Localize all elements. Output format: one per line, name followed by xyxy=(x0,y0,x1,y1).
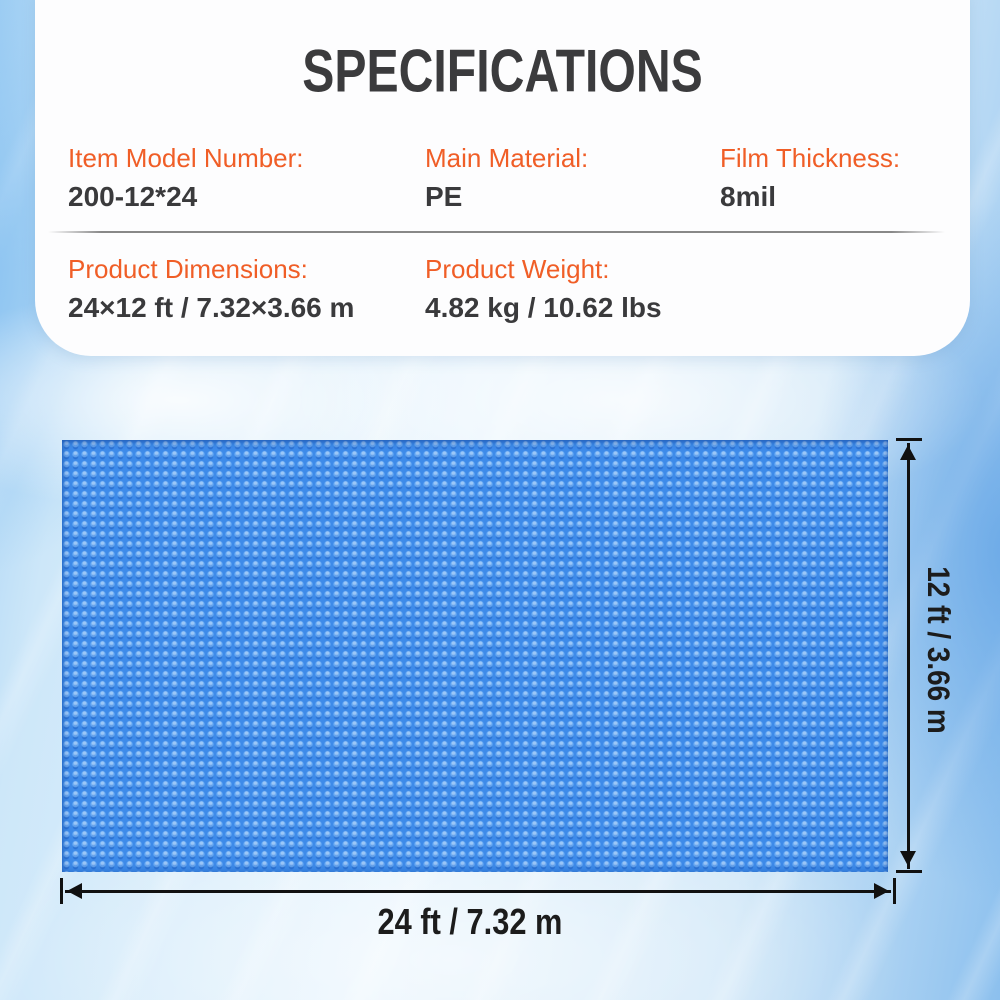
spec-label: Product Dimensions: xyxy=(68,254,308,284)
pool-cover-image xyxy=(62,440,888,872)
arrow-up-icon xyxy=(900,445,916,460)
spec-value: 200-12*24 xyxy=(68,180,198,212)
spec-label: Film Thickness: xyxy=(720,143,901,173)
spec-product-dimensions: Product Dimensions: 24×12 ft / 7.32×3.66… xyxy=(68,253,354,324)
spec-label: Main Material: xyxy=(425,143,589,173)
spec-value: 8mil xyxy=(720,180,777,212)
divider-line xyxy=(48,231,945,233)
page-title: SPECIFICATIONS xyxy=(302,36,703,105)
spec-value: 4.82 kg / 10.62 lbs xyxy=(425,291,662,323)
spec-label: Item Model Number: xyxy=(68,143,304,173)
specifications-card: SPECIFICATIONS Item Model Number: 200-12… xyxy=(35,0,970,356)
arrow-right-icon xyxy=(874,883,889,899)
spec-value: PE xyxy=(425,180,463,212)
arrow-left-icon xyxy=(67,883,82,899)
width-dimension-label: 24 ft / 7.32 m xyxy=(377,902,563,943)
dimension-tick xyxy=(893,878,896,904)
arrow-down-icon xyxy=(900,851,916,866)
spec-item-model-number: Item Model Number: 200-12*24 xyxy=(68,142,304,213)
spec-main-material: Main Material: PE xyxy=(425,142,588,213)
spec-label: Product Weight: xyxy=(425,254,610,284)
height-dimension-label: 12 ft / 3.66 m xyxy=(920,566,957,734)
spec-value: 24×12 ft / 7.32×3.66 m xyxy=(68,291,355,323)
spec-film-thickness: Film Thickness: 8mil xyxy=(720,142,900,213)
dimension-tick xyxy=(896,438,922,441)
dimension-line xyxy=(907,443,910,869)
spec-product-weight: Product Weight: 4.82 kg / 10.62 lbs xyxy=(425,253,662,324)
dimension-tick xyxy=(896,870,922,873)
dimension-tick xyxy=(60,878,63,904)
dimension-line xyxy=(65,890,891,893)
